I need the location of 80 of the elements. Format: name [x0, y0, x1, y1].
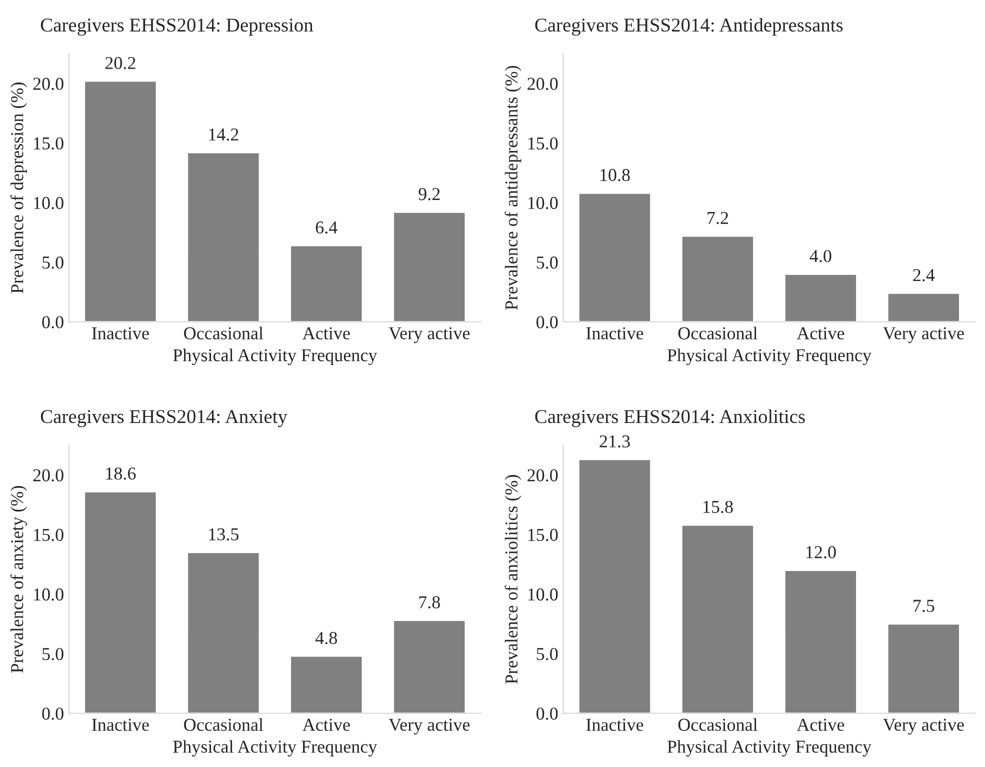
- x-axis-title: Physical Activity Frequency: [173, 740, 378, 757]
- x-tick-label: Inactive: [92, 327, 149, 340]
- y-tick-label: 5.0: [536, 648, 558, 660]
- x-tick-label: Occasional: [678, 718, 758, 731]
- y-tick-label: 5.0: [536, 256, 558, 269]
- data-label: 18.6: [106, 467, 136, 480]
- y-tick-label: 15.0: [34, 528, 64, 542]
- data-label: 7.8: [419, 596, 440, 608]
- bar: [886, 292, 960, 322]
- data-label: 12.0: [806, 546, 836, 558]
- y-tick-label: 20.0: [33, 469, 64, 482]
- chart-title: Caregivers EHSS2014: Anxiety: [40, 410, 288, 428]
- x-axis-title: Physical Activity Frequency: [173, 348, 378, 366]
- y-tick-label: 10.0: [528, 196, 558, 210]
- data-label: 13.5: [209, 528, 239, 541]
- bar: [290, 655, 364, 714]
- x-tick-label: Inactive: [586, 327, 644, 340]
- data-label: 7.5: [914, 600, 934, 612]
- x-tick-label: Very active: [388, 718, 470, 735]
- bar: [186, 152, 260, 322]
- data-label: 21.3: [600, 435, 630, 448]
- y-axis-title: Prevalence of depression (%): [10, 82, 27, 294]
- y-tick-label: 0.0: [42, 316, 64, 328]
- y-tick-label: 0.0: [42, 708, 64, 720]
- bar: [186, 552, 260, 714]
- y-tick-label: 10.0: [34, 196, 64, 210]
- y-tick-label: 15.0: [528, 528, 558, 542]
- x-tick-label: Occasional: [184, 326, 264, 340]
- bar: [84, 80, 158, 322]
- x-tick-label: Very active: [883, 327, 964, 344]
- y-tick-label: 5.0: [42, 648, 64, 660]
- chart-title: Caregivers EHSS2014: Anxiolitics: [535, 409, 805, 428]
- y-tick-label: 20.0: [528, 469, 558, 482]
- x-tick-label: Active: [302, 327, 350, 340]
- y-axis-title: Prevalence of anxiety (%): [10, 486, 27, 673]
- y-tick-label: 10.0: [528, 588, 558, 601]
- bar: [392, 620, 466, 714]
- x-tick-label: Occasional: [678, 326, 758, 340]
- y-tick-label: 20.0: [528, 78, 558, 90]
- x-tick-label: Occasional: [184, 718, 264, 731]
- x-axis-title: Physical Activity Frequency: [667, 740, 872, 757]
- data-label: 4.0: [810, 250, 832, 262]
- y-tick-label: 5.0: [42, 256, 64, 269]
- y-axis-title: Prevalence of anxiolitics (%): [504, 475, 522, 684]
- x-tick-label: Inactive: [92, 718, 149, 731]
- bar: [392, 211, 466, 322]
- chart-title: Caregivers EHSS2014: Antidepressants: [535, 18, 843, 36]
- bar: [680, 235, 754, 322]
- bar: [784, 570, 858, 714]
- y-tick-label: 15.0: [34, 137, 64, 150]
- data-label: 2.4: [913, 269, 935, 282]
- x-tick-label: Very active: [388, 327, 470, 344]
- x-tick-label: Active: [302, 718, 350, 731]
- bar: [886, 623, 960, 714]
- bar: [84, 490, 158, 714]
- x-axis-title: Physical Activity Frequency: [667, 348, 872, 366]
- data-label: 4.8: [315, 632, 337, 644]
- x-tick-label: Active: [796, 718, 844, 731]
- y-axis-title: Prevalence of antidepressants (%): [504, 66, 522, 310]
- data-label: 7.2: [708, 212, 728, 224]
- data-label: 14.2: [209, 128, 238, 141]
- data-label: 20.2: [105, 56, 136, 70]
- x-tick-label: Active: [796, 327, 844, 340]
- data-label: 15.8: [703, 500, 733, 514]
- y-tick-label: 10.0: [34, 588, 64, 601]
- data-label: 6.4: [316, 221, 338, 234]
- bar: [578, 458, 652, 714]
- x-tick-label: Very active: [883, 718, 964, 735]
- y-tick-label: 0.0: [536, 708, 558, 720]
- data-label: 10.8: [600, 168, 630, 182]
- x-tick-label: Inactive: [586, 718, 644, 731]
- y-tick-label: 0.0: [536, 316, 558, 328]
- bar: [578, 192, 652, 322]
- data-label: 9.2: [418, 188, 440, 200]
- y-tick-label: 20.0: [33, 78, 64, 90]
- bar: [290, 244, 364, 322]
- y-tick-label: 15.0: [528, 137, 558, 150]
- chart-title: Caregivers EHSS2014: Depression: [40, 18, 314, 36]
- bar: [784, 273, 858, 322]
- bar: [680, 524, 754, 714]
